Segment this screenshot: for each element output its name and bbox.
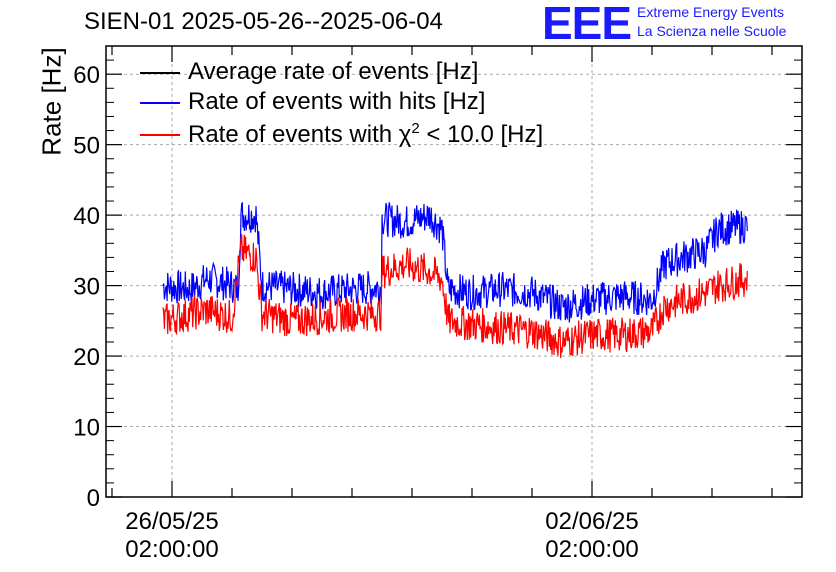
- legend-chi2-suffix: < 10.0 [Hz]: [419, 121, 544, 148]
- y-tick-label-60: 60: [73, 62, 100, 89]
- legend-chi2-symbol: χ: [398, 121, 412, 148]
- y-tick-label-50: 50: [73, 133, 100, 160]
- logo-caption-line1: Extreme Energy Events: [637, 4, 785, 20]
- y-tick-label-0: 0: [87, 485, 100, 512]
- legend-label-hits: Rate of events with hits [Hz]: [188, 88, 486, 115]
- x-tick-label-26/05/25-date: 26/05/25: [125, 508, 218, 535]
- logo-caption-line2: La Scienza nelle Scuole: [637, 23, 787, 39]
- legend-label-chi2: Rate of events with χ2 < 10.0 [Hz]: [188, 120, 543, 149]
- series-line-2: [162, 234, 748, 359]
- y-tick-label-10: 10: [73, 415, 100, 442]
- legend-swatch-hits: [140, 102, 180, 104]
- chart-title: SIEN-01 2025-05-26--2025-06-04: [84, 8, 443, 35]
- x-tick-label-02/06/25-time: 02:00:00: [545, 536, 638, 563]
- legend-chi2-sup: 2: [411, 120, 420, 137]
- y-tick-label-40: 40: [73, 203, 100, 230]
- legend-chi2-prefix: Rate of events with: [188, 121, 399, 148]
- legend-label-average: Average rate of events [Hz]: [188, 58, 479, 85]
- logo-caption: Extreme Energy Events La Scienza nelle S…: [637, 3, 786, 41]
- eee-logo: EEE: [542, 0, 632, 49]
- series-line-1: [162, 201, 748, 323]
- x-tick-label-26/05/25-time: 02:00:00: [125, 536, 218, 563]
- legend-swatch-average: [140, 72, 180, 74]
- legend-swatch-chi2: [140, 134, 180, 136]
- y-tick-label-20: 20: [73, 344, 100, 371]
- y-tick-label-30: 30: [73, 274, 100, 301]
- x-tick-label-02/06/25-date: 02/06/25: [545, 508, 638, 535]
